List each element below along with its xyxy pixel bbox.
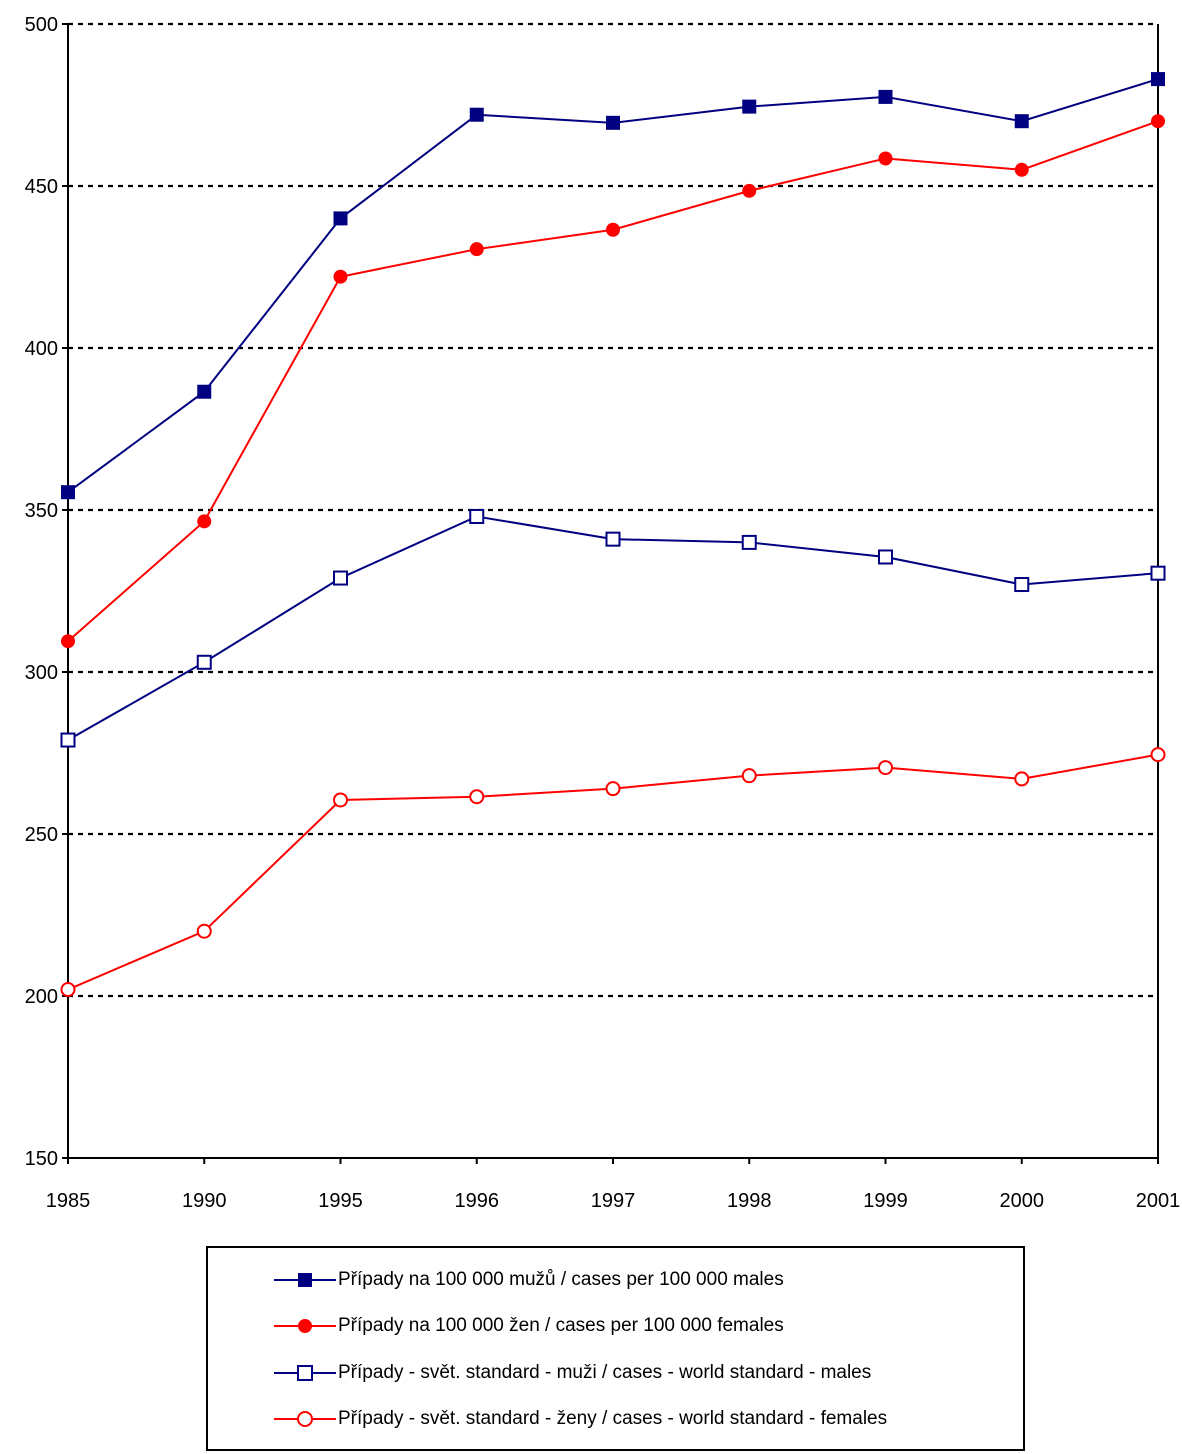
axes — [67, 24, 1159, 1159]
x-axis-ticks: 1985 1990 1995 1996 1997 1998 1999 2000 2001 — [46, 1158, 1181, 1212]
legend: Případy na 100 000 mužů / cases per 100 … — [206, 1246, 1025, 1451]
data-point — [469, 789, 485, 805]
data-point — [605, 531, 621, 547]
line-chart: 150 200 250 300 350 400 450 500 1985 1990 1995 199… — [25, 14, 1181, 1212]
series-layer — [60, 72, 1166, 998]
data-point — [197, 384, 212, 399]
legend-item-world-standard-females: Případy - svět. standard - ženy / cases … — [272, 1404, 887, 1434]
data-point — [61, 634, 75, 649]
legend-label: Případy - svět. standard - ženy / cases … — [338, 1408, 888, 1429]
x-tick-label: 1998 — [727, 1190, 772, 1212]
legend-item-world-standard-males: Případy - svět. standard - muži / cases … — [272, 1358, 871, 1388]
x-tick-label: 1999 — [863, 1190, 908, 1212]
y-tick-label: 500 — [25, 14, 58, 36]
data-point — [605, 781, 621, 797]
legend-marker-filled-square-icon — [274, 1273, 336, 1287]
data-point — [878, 549, 893, 565]
data-point — [333, 269, 348, 284]
data-point — [1014, 771, 1030, 787]
data-point — [333, 211, 348, 226]
x-tick-label: 1997 — [591, 1190, 636, 1212]
data-point — [606, 115, 620, 130]
data-point — [878, 151, 893, 166]
series-line — [67, 78, 1159, 493]
legend-marker-open-circle-icon — [274, 1411, 336, 1427]
y-tick-label: 300 — [25, 662, 58, 684]
data-point — [1150, 565, 1166, 581]
data-point — [469, 107, 484, 122]
series-line — [67, 515, 1159, 741]
data-point — [333, 570, 348, 586]
data-point — [333, 792, 348, 808]
data-point — [196, 923, 212, 939]
legend-marker-open-square-icon — [274, 1365, 336, 1381]
legend-label: Případy na 100 000 žen / cases per 100 0… — [338, 1315, 784, 1336]
y-tick-label: 200 — [25, 986, 58, 1008]
gridlines — [68, 22, 1158, 998]
series-line — [67, 120, 1159, 642]
data-point — [878, 89, 893, 104]
data-point — [741, 534, 757, 550]
y-tick-label: 400 — [25, 338, 58, 360]
x-tick-label: 1995 — [318, 1190, 363, 1212]
x-tick-label: 1996 — [455, 1190, 500, 1212]
series-0 — [61, 72, 1165, 500]
legend-label: Případy - svět. standard - muži / cases … — [338, 1362, 872, 1383]
y-axis-ticks: 150 200 250 300 350 400 450 500 — [25, 14, 68, 1170]
data-point — [196, 654, 212, 670]
data-point — [60, 982, 76, 998]
legend-item-females: Případy na 100 000 žen / cases per 100 0… — [272, 1311, 784, 1341]
series-1 — [61, 114, 1165, 649]
series-2 — [60, 508, 1166, 748]
y-tick-label: 250 — [25, 824, 58, 846]
x-tick-label: 1985 — [46, 1190, 91, 1212]
data-point — [606, 222, 620, 237]
y-tick-label: 450 — [25, 176, 58, 198]
data-point — [1014, 577, 1030, 593]
data-point — [60, 732, 76, 748]
data-point — [1151, 114, 1165, 129]
data-point — [469, 242, 484, 257]
data-point — [1014, 162, 1029, 177]
data-point — [197, 514, 212, 529]
y-tick-label: 350 — [25, 500, 58, 522]
legend-item-males: Případy na 100 000 mužů / cases per 100 … — [272, 1265, 784, 1295]
x-tick-label: 2000 — [1000, 1190, 1045, 1212]
y-tick-label: 150 — [25, 1148, 58, 1170]
x-tick-label: 2001 — [1136, 1190, 1181, 1212]
legend-marker-filled-circle-icon — [274, 1319, 336, 1333]
x-tick-label: 1990 — [182, 1190, 227, 1212]
data-point — [1014, 114, 1029, 129]
data-point — [469, 508, 485, 524]
series-3 — [60, 747, 1166, 998]
data-point — [1150, 747, 1166, 763]
data-point — [742, 183, 757, 198]
data-point — [878, 760, 893, 776]
data-point — [61, 485, 75, 500]
data-point — [741, 768, 757, 784]
data-point — [742, 99, 757, 114]
legend-label: Případy na 100 000 mužů / cases per 100 … — [338, 1269, 784, 1290]
data-point — [1151, 72, 1165, 87]
